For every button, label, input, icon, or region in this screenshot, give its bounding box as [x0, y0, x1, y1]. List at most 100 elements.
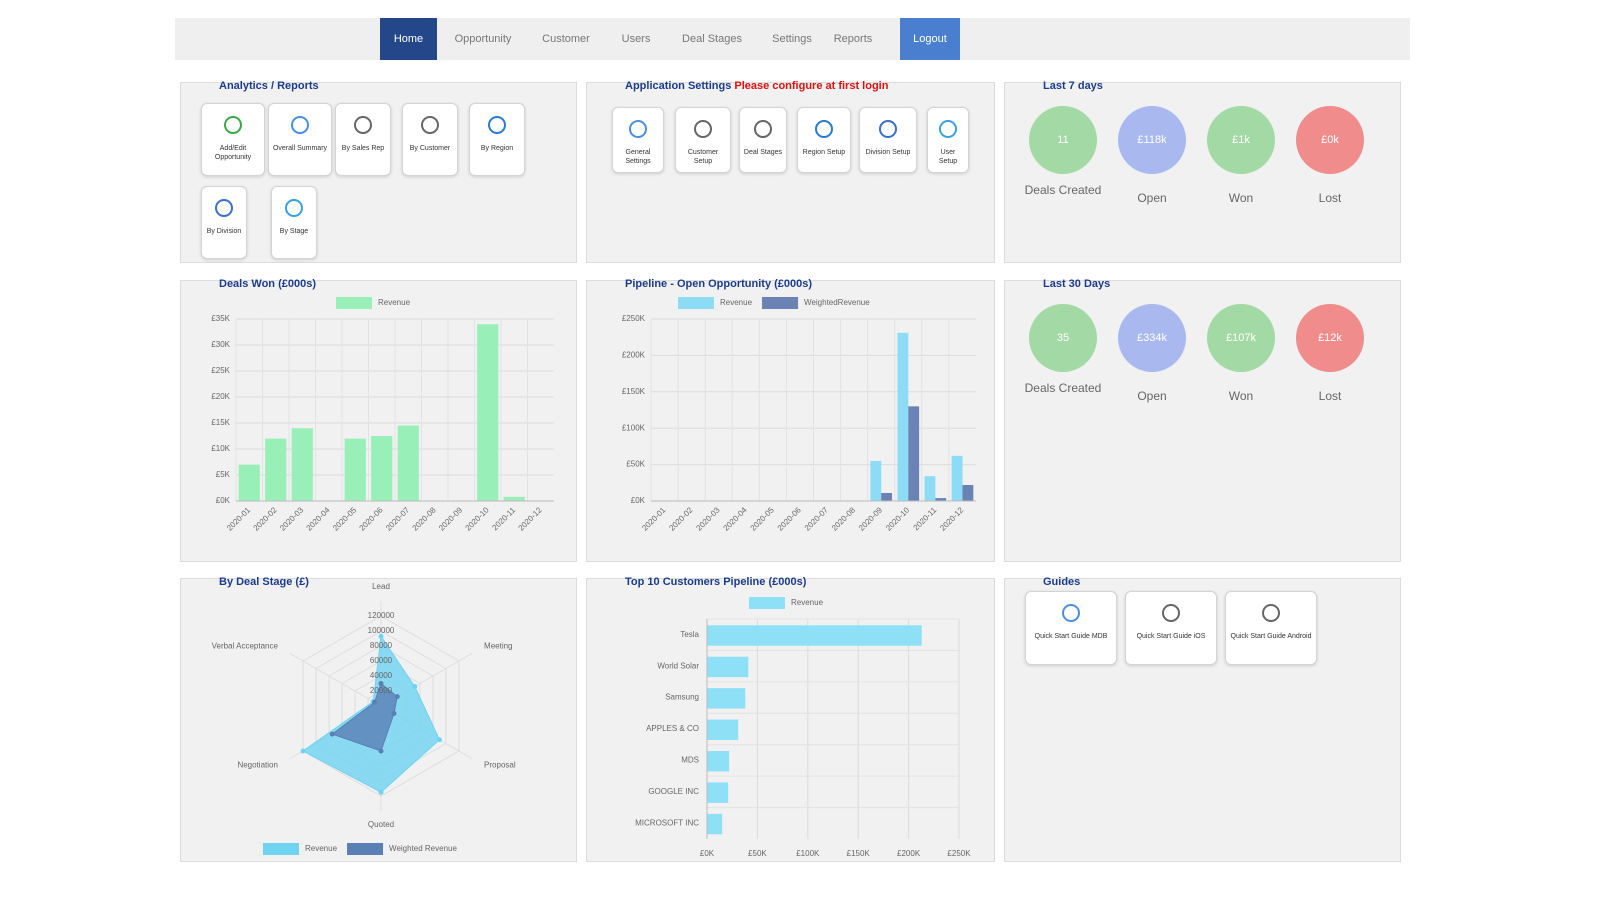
panel-title: Last 7 days — [1043, 80, 1103, 92]
y-tick-label: £0K — [631, 496, 646, 505]
menu-button[interactable]: User Setup — [927, 107, 969, 173]
radar-point — [391, 711, 397, 716]
y-tick-label: £5K — [216, 470, 231, 479]
x-tick-label: 2020-06 — [776, 505, 804, 533]
menu-button[interactable]: Quick Start Guide Android — [1225, 591, 1317, 665]
menu-button[interactable]: By Customer — [402, 103, 458, 176]
x-tick-label: 2020-08 — [411, 505, 439, 533]
x-tick-label: 2020-02 — [667, 505, 695, 533]
stat-circle: £107k — [1207, 304, 1275, 372]
chart: Lead Meeting Proposal Quoted Negotiation Verb… — [212, 582, 516, 855]
chart-panel: Deals Won (£000s) Revenue £0K £5K £10K £15K £2… — [180, 278, 577, 562]
button-icon — [224, 116, 242, 134]
bar — [265, 438, 287, 501]
stat-circle: £0k — [1296, 106, 1364, 174]
stat-label: Won — [1228, 389, 1254, 403]
legend-label: Revenue — [720, 298, 753, 307]
x-tick-label: 2020-01 — [225, 505, 253, 533]
button-icon — [1162, 604, 1180, 622]
nav-tab[interactable]: Customer — [542, 33, 590, 45]
menu-button[interactable]: By Region — [469, 103, 525, 176]
y-tick-label: £30K — [211, 340, 230, 349]
x-tick-label: £250K — [947, 849, 971, 858]
panel-title: Top 10 Customers Pipeline (£000s) — [625, 576, 807, 588]
button-label: User Setup — [938, 149, 958, 165]
x-tick-label: £200K — [897, 849, 921, 858]
legend-swatch — [347, 843, 384, 855]
stat-label: Won — [1228, 191, 1254, 205]
radar-point — [378, 681, 384, 686]
menu-button[interactable]: By Stage — [271, 186, 317, 259]
panel-title: Guides — [1043, 576, 1081, 588]
panel-title: By Deal Stage (£) — [219, 576, 309, 588]
config-warning: Please configure at first login — [734, 80, 889, 92]
button-label: By Stage — [279, 228, 309, 235]
nav-tab[interactable]: Settings — [772, 33, 812, 45]
stat-circle: £118k — [1118, 106, 1186, 174]
legend-label: WeightedRevenue — [804, 298, 870, 307]
settings-panel: Application Settings Please configure at… — [586, 80, 995, 263]
button-icon — [694, 120, 712, 138]
menu-button[interactable]: Customer Setup — [675, 107, 731, 173]
nav-tab[interactable]: Logout — [900, 18, 960, 60]
stat-label: Deals Created — [1024, 183, 1102, 197]
chart-panel: Pipeline - Open Opportunity (£000s) Reven… — [586, 278, 995, 562]
chart: Revenue WeightedRevenue £0K £50K £100K £150K £… — [622, 297, 976, 533]
button-icon — [488, 116, 506, 134]
nav-tab[interactable]: Home — [380, 18, 437, 60]
button-label: By Sales Rep — [341, 145, 385, 152]
bar — [908, 406, 920, 501]
x-tick-label: 2020-10 — [884, 505, 912, 533]
bar — [344, 438, 366, 501]
radar-spoke — [289, 653, 382, 707]
button-icon — [421, 116, 439, 134]
chart: Revenue £0K £5K £10K £15K £20K £25K £30K £35K 202… — [211, 297, 554, 533]
bar — [707, 751, 730, 772]
menu-button[interactable]: Quick Start Guide iOS — [1125, 591, 1217, 665]
x-tick-label: £0K — [700, 849, 715, 858]
axis-label: Quoted — [368, 820, 394, 829]
radar-point — [329, 731, 335, 737]
nav-tab[interactable]: Opportunity — [454, 33, 512, 45]
x-tick-label: 2020-11 — [490, 505, 517, 532]
y-tick-label: £0K — [216, 496, 231, 505]
bar — [707, 625, 922, 646]
menu-button[interactable]: Deal Stages — [739, 107, 787, 173]
x-tick-label: 2020-08 — [830, 505, 858, 533]
y-tick-label: £100K — [622, 423, 646, 432]
stat-circle: £1k — [1207, 106, 1275, 174]
r-tick-label: 20000 — [370, 686, 393, 695]
axis-label: Verbal Acceptance — [212, 642, 279, 651]
panel-title: Last 30 Days — [1043, 278, 1111, 290]
menu-button[interactable]: By Sales Rep — [335, 103, 391, 176]
stat-label: Lost — [1318, 191, 1342, 205]
radar-point — [378, 748, 384, 754]
r-tick-label: 100000 — [368, 626, 395, 635]
panel-title: Deals Won (£000s) — [219, 278, 317, 290]
button-icon — [815, 120, 833, 138]
button-label: Quick Start Guide Android — [1230, 633, 1312, 640]
bar — [962, 484, 974, 501]
button-icon — [291, 116, 309, 134]
nav-tab[interactable]: Deal Stages — [682, 33, 742, 45]
panel-title: Application Settings Please configure at… — [625, 80, 889, 92]
chart-panel: Top 10 Customers Pipeline (£000s) Revenue… — [586, 576, 995, 862]
menu-button[interactable]: Overall Summary — [268, 103, 332, 176]
menu-button[interactable]: By Division — [201, 186, 247, 259]
stat-label: Deals Created — [1024, 381, 1102, 395]
x-tick-label: 2020-06 — [358, 505, 386, 533]
menu-button[interactable]: Quick Start Guide MDB — [1025, 591, 1117, 665]
menu-button[interactable]: Division Setup — [859, 107, 917, 173]
menu-button[interactable]: General Settings — [612, 107, 664, 173]
x-tick-label: 2020-07 — [384, 505, 412, 533]
legend-swatch — [762, 297, 799, 309]
nav-tab[interactable]: Users — [621, 33, 651, 45]
bar — [881, 492, 893, 501]
menu-button[interactable]: Add/Edit Opportunity — [201, 103, 265, 176]
bar — [951, 455, 963, 501]
radar-point — [436, 737, 442, 743]
nav-tab[interactable]: Reports — [833, 33, 873, 45]
menu-button[interactable]: Region Setup — [797, 107, 851, 173]
button-label: By Customer — [409, 145, 451, 152]
button-icon — [1262, 604, 1280, 622]
